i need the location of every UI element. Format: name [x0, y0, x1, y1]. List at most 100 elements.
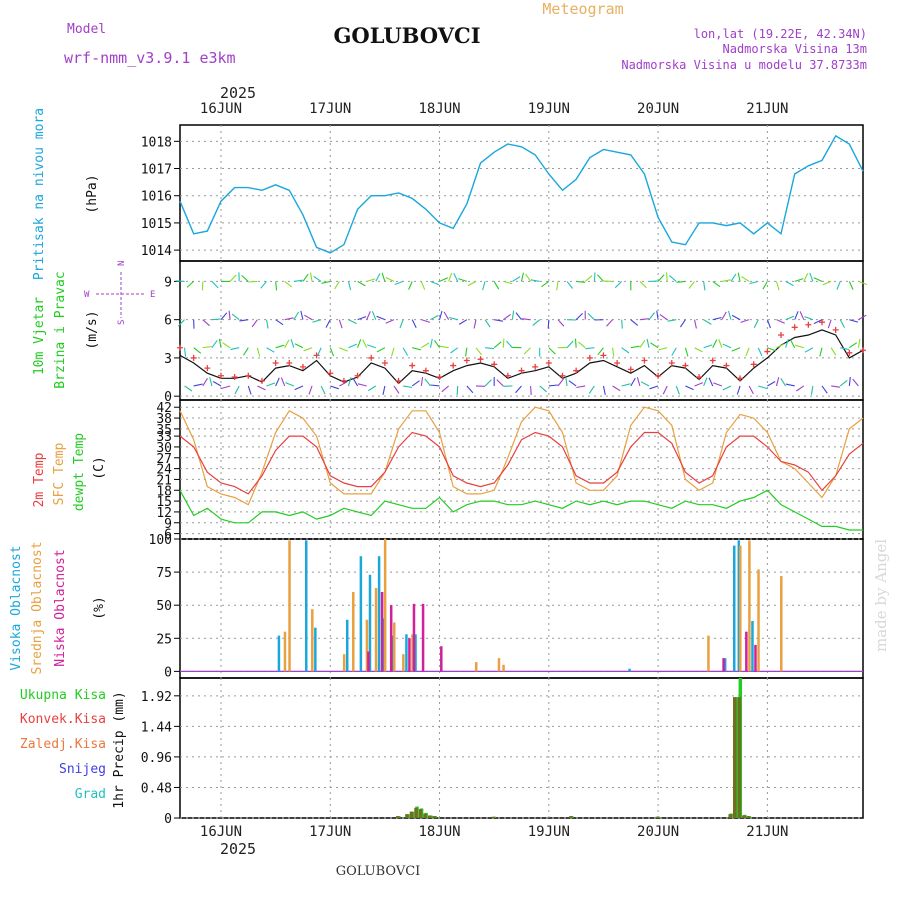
- wind-compass: N S W E: [84, 261, 155, 325]
- wind-arrow: [421, 319, 431, 323]
- wind-arrow: [839, 319, 845, 328]
- cloud-bar: [352, 591, 355, 672]
- wind-gust-marker: [627, 366, 634, 373]
- wind-arrow: [523, 347, 531, 355]
- wind-arrow: [177, 319, 185, 327]
- wind-arrow: [849, 319, 859, 323]
- wind-arrow: [256, 347, 261, 357]
- wind-gust-marker: [532, 363, 539, 370]
- wind-arrow: [403, 385, 413, 389]
- wind-arrow: [576, 280, 586, 283]
- wind-arrow: [202, 345, 212, 349]
- y-tick-label: 6: [164, 314, 172, 329]
- precip-conv-bar: [737, 697, 742, 818]
- wind-arrow: [766, 319, 772, 329]
- y-tick-label: 0: [164, 665, 172, 680]
- cloud-bar: [380, 591, 384, 672]
- y-tick-label: 3: [164, 352, 172, 367]
- wind-arrow: [556, 281, 559, 291]
- wind-arrow: [606, 319, 613, 327]
- wind-arrow: [741, 276, 750, 282]
- cloud-bar: [382, 618, 385, 672]
- wind-arrow: [836, 281, 841, 290]
- wind-gust-marker: [518, 367, 525, 374]
- day-label-bottom: 18JUN: [418, 824, 460, 840]
- wind-gust-marker: [245, 372, 252, 379]
- cloud-bar: [393, 622, 396, 672]
- wind-arrow: [630, 377, 636, 387]
- wind-arrow: [621, 347, 630, 354]
- wind-arrow: [703, 281, 706, 291]
- wind-arrow: [456, 385, 459, 396]
- wind-arrow: [231, 313, 240, 321]
- wind-arrow: [662, 385, 668, 395]
- wind-gust-marker: [409, 362, 416, 369]
- cloud-bar: [359, 556, 363, 672]
- temp-label2: SFC Temp: [52, 443, 67, 506]
- compass-w-label: W: [84, 290, 90, 300]
- wind-arrow: [636, 377, 641, 387]
- cloud-bar: [421, 603, 425, 672]
- wind-arrow: [532, 319, 541, 326]
- cloud-bar: [754, 644, 757, 672]
- wind-gust-marker: [177, 344, 183, 351]
- wind-arrow: [721, 279, 731, 282]
- wind-arrow: [557, 378, 564, 387]
- precip-frozen-label: Zaledj.Kisa: [20, 737, 106, 752]
- y-tick-label: 1014: [141, 244, 172, 259]
- wind-arrow: [639, 339, 646, 349]
- precip-conv-bar: [655, 816, 660, 818]
- cloud-bar: [345, 619, 349, 672]
- wind-arrow: [657, 274, 665, 282]
- wind-arrow: [275, 319, 284, 326]
- wind-arrow: [830, 347, 837, 356]
- wind-gust-marker: [368, 354, 375, 361]
- wind-arrow: [229, 274, 237, 282]
- wind-arrow: [175, 280, 185, 282]
- wind-arrow: [827, 319, 832, 329]
- precip-conv-bar: [728, 814, 732, 818]
- wind-arrow: [348, 319, 357, 325]
- wind-arrow: [475, 347, 482, 356]
- wind-arrow: [394, 280, 404, 286]
- wind-arrow: [473, 319, 477, 329]
- wind-arrow: [285, 382, 295, 387]
- wind-arrow: [420, 377, 424, 387]
- cloud-bar: [628, 668, 631, 672]
- wind-arrow: [448, 316, 458, 321]
- precip-conv-bar: [418, 809, 423, 818]
- cloud-bar: [367, 651, 370, 672]
- y-tick-label: 6: [164, 528, 172, 543]
- panel-frame-4: [179, 538, 864, 679]
- wind-arrow: [521, 318, 531, 321]
- wind-gust-marker: [586, 354, 593, 361]
- wind-arrow: [466, 385, 474, 394]
- wind-arrow: [308, 385, 313, 395]
- wind-arrow: [309, 272, 313, 282]
- wind-gust-marker: [791, 324, 798, 331]
- wind-arrow: [484, 319, 491, 328]
- wind-arrow: [482, 281, 486, 291]
- wind-gust-marker: [258, 377, 265, 384]
- wind-gust-marker: [190, 354, 197, 361]
- precip-conv-bar: [423, 813, 427, 818]
- wind-arrow: [640, 381, 650, 387]
- wind-arrow: [321, 280, 331, 284]
- wind-arrow: [722, 385, 732, 391]
- wind-arrow: [209, 377, 213, 387]
- precip-conv-bar: [405, 814, 409, 818]
- cloud-bar: [383, 539, 387, 672]
- wind-arrow: [393, 385, 400, 394]
- temp-label3: dewpt Temp: [72, 433, 87, 511]
- temp-label1: 2m Temp: [32, 452, 47, 507]
- wind-arrow: [221, 385, 231, 390]
- wind-arrow: [467, 280, 477, 287]
- wind-gust-marker: [354, 372, 361, 379]
- wind-arrow: [639, 318, 649, 321]
- wind-gust-marker: [723, 362, 730, 369]
- wind-arrow: [650, 342, 659, 349]
- day-label-bottom: 20JUN: [637, 824, 679, 840]
- wind-arrow: [566, 340, 574, 349]
- wind-gust-marker: [682, 362, 689, 369]
- y-tick-label: 50: [156, 599, 172, 614]
